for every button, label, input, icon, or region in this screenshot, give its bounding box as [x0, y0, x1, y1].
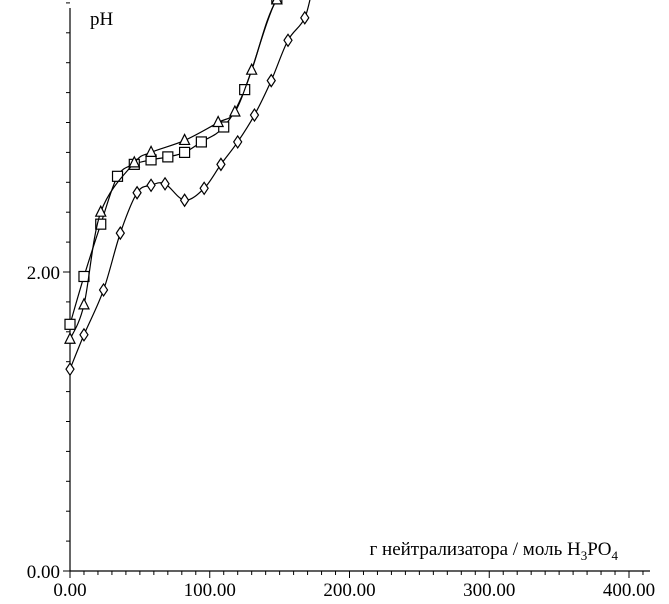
- series-3-point: [266, 73, 276, 88]
- x-axis-label-sub1: 3: [581, 548, 588, 563]
- series-2-line: [69, 0, 278, 340]
- series-3-point: [160, 176, 170, 191]
- series-3-line: [69, 0, 311, 370]
- series-3-point: [216, 157, 226, 172]
- series-1-point: [111, 170, 124, 182]
- series-2-point: [245, 62, 258, 75]
- series-2-point: [64, 331, 76, 344]
- series-1-point: [64, 318, 76, 330]
- series-3-point: [232, 134, 243, 150]
- x-axis-label: г нейтрализатора / моль H3PO4: [370, 539, 619, 563]
- series-3-point: [300, 10, 310, 25]
- series-2-point: [178, 133, 191, 146]
- series-1-point: [178, 146, 191, 158]
- series-2-point: [212, 115, 225, 128]
- series-2-point: [145, 145, 158, 157]
- series-3-point: [98, 282, 109, 298]
- series-3-point: [132, 185, 142, 200]
- x-tick-label: 100.00: [184, 580, 236, 601]
- x-tick-label: 200.00: [323, 580, 375, 601]
- y-tick-label: 2.00: [27, 263, 60, 284]
- series-1-point: [78, 270, 90, 283]
- series-3-point: [199, 181, 209, 196]
- x-axis-label-mid: PO: [587, 539, 611, 560]
- y-tick-label: 0.00: [27, 562, 60, 583]
- x-minor-ticks: [69, 571, 644, 578]
- x-axis-label-sub2: 4: [612, 548, 619, 563]
- x-tick-labels: 0.00 100.00 200.00 300.00 400.00: [53, 580, 655, 601]
- series-2: [64, 0, 283, 344]
- series-3-point: [79, 327, 89, 342]
- x-axis-label-prefix: г нейтрализатора / моль H: [370, 539, 581, 560]
- series-3-point: [283, 33, 293, 48]
- series-2-point: [94, 204, 107, 217]
- series-layer: [64, 0, 311, 377]
- series-3-point: [179, 193, 190, 208]
- series-3-point: [115, 226, 126, 241]
- series-1-point: [195, 136, 207, 148]
- x-tick-label: 400.00: [603, 580, 655, 601]
- x-tick-label: 0.00: [53, 580, 86, 601]
- series-1-point: [162, 151, 174, 163]
- series-2-point: [78, 297, 90, 310]
- series-3-point: [65, 362, 75, 377]
- series-3-point: [146, 178, 156, 193]
- series-1-point: [95, 218, 107, 230]
- y-tick-labels: 0.002.004.006.00: [27, 263, 60, 583]
- x-tick-label: 300.00: [463, 580, 515, 601]
- y-minor-ticks: [63, 2, 70, 572]
- series-2-point: [128, 155, 141, 168]
- series-3-point: [249, 107, 260, 123]
- series-2-point: [228, 104, 241, 117]
- series-3: [65, 0, 311, 377]
- series-2-point: [270, 0, 283, 5]
- y-axis-label: pH: [90, 9, 114, 30]
